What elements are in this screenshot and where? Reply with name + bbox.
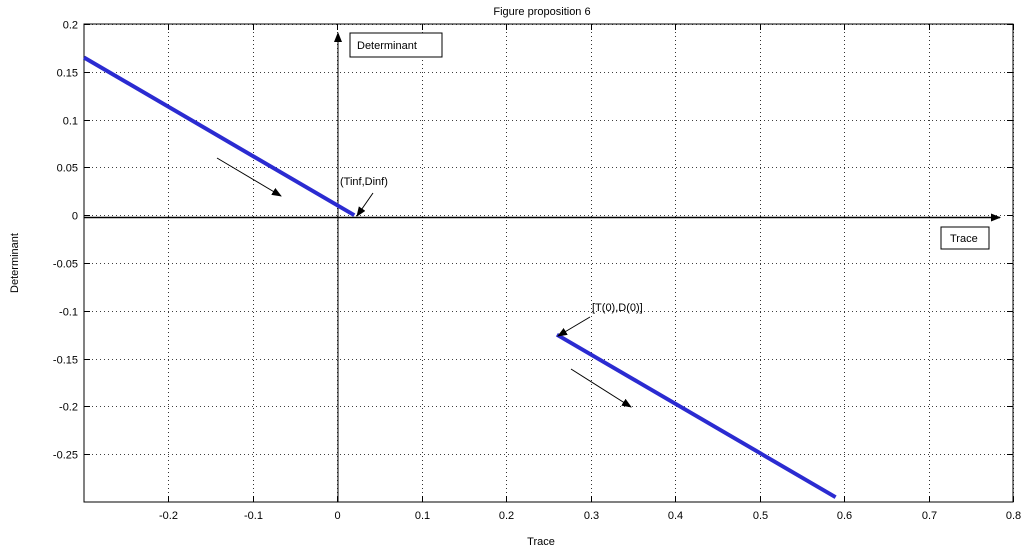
x-tick-label: -0.1 <box>244 510 263 522</box>
y-axis-title: Determinant <box>9 233 21 293</box>
x-tick-label: 0.2 <box>499 510 514 522</box>
chart-title: Figure proposition 6 <box>493 6 590 18</box>
trace-label-box: Trace <box>941 227 989 249</box>
y-tick-label: 0 <box>72 211 78 223</box>
y-tick-label: 0.2 <box>63 20 78 32</box>
y-tick-label: 0.05 <box>57 163 78 175</box>
x-tick-label: 0.3 <box>584 510 599 522</box>
x-tick-label: 0.8 <box>1006 510 1021 522</box>
x-tick-label: 0.4 <box>668 510 683 522</box>
y-tick-label: -0.2 <box>59 402 78 414</box>
y-tick-label: -0.1 <box>59 307 78 319</box>
x-axis-title: Trace <box>527 536 555 548</box>
x-tick-label: 0 <box>334 510 340 522</box>
y-tick-label: -0.15 <box>53 355 78 367</box>
x-tick-label: 0.6 <box>837 510 852 522</box>
y-tick-label: -0.25 <box>53 450 78 462</box>
y-tick-label: -0.05 <box>53 259 78 271</box>
x-tick-label: 0.1 <box>415 510 430 522</box>
determinant-box-text: Determinant <box>357 40 417 52</box>
determinant-label-box: Determinant <box>350 33 442 57</box>
x-tick-label: 0.7 <box>922 510 937 522</box>
trace-box-text: Trace <box>950 233 978 245</box>
y-tick-label: 0.1 <box>63 116 78 128</box>
start-point-label: [T(0),D(0)] <box>592 302 643 314</box>
x-tick-label: -0.2 <box>159 510 178 522</box>
y-tick-label: 0.15 <box>57 68 78 80</box>
x-tick-label: 0.5 <box>753 510 768 522</box>
inf-point-label: (Tinf,Dinf) <box>340 176 388 188</box>
